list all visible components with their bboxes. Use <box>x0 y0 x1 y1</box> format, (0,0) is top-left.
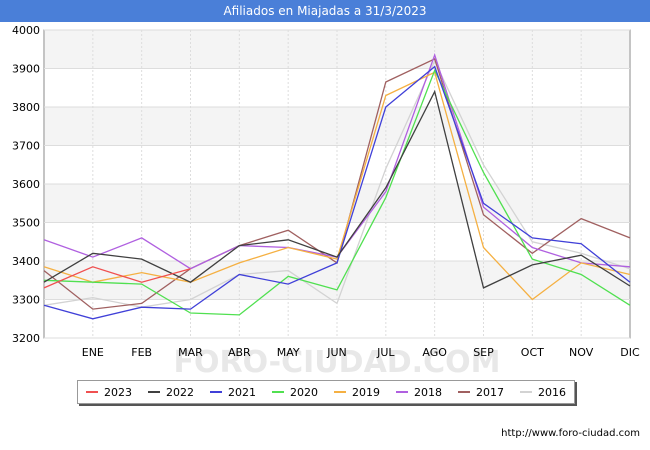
y-tick-label: 3600 <box>12 178 40 191</box>
x-tick-label: OCT <box>521 346 544 359</box>
footer-url: http://www.foro-ciudad.com <box>501 428 640 439</box>
y-tick-label: 4000 <box>12 24 40 37</box>
y-tick-label: 3400 <box>12 255 40 268</box>
legend-label: 2020 <box>290 385 318 399</box>
legend-swatch <box>272 391 284 393</box>
legend-item-2023: 2023 <box>86 386 132 399</box>
watermark: FORO-CIUDAD.COM <box>174 345 501 380</box>
legend-swatch <box>396 391 408 393</box>
legend: 2023 2022 2021 2020 2019 2018 2017 2016 <box>77 380 575 404</box>
series-line-2023 <box>43 266 191 289</box>
x-tick-label: FEB <box>131 346 152 359</box>
x-tick-label: MAY <box>277 346 300 359</box>
legend-label: 2022 <box>166 385 194 399</box>
x-tick-label: DIC <box>620 346 640 359</box>
y-tick-label: 3700 <box>12 140 40 153</box>
grid-bands <box>45 30 629 300</box>
legend-item-2022: 2022 <box>148 386 194 399</box>
x-tick-label: MAR <box>178 346 203 359</box>
legend-swatch <box>520 391 532 393</box>
x-tick-label: SEP <box>473 346 494 359</box>
y-axis-labels: 3200 3300 3400 3500 3600 3700 3800 3900 4000 <box>12 24 40 345</box>
x-tick-label: JUN <box>326 346 347 359</box>
legend-item-2021: 2021 <box>210 386 256 399</box>
chart-title: Afiliados en Miajadas a 31/3/2023 <box>0 0 650 22</box>
legend-label: 2023 <box>104 385 132 399</box>
legend-swatch <box>458 391 470 393</box>
legend-item-2016: 2016 <box>520 386 566 399</box>
x-axis-labels: ENE FEB MAR ABR MAY JUN JUL AGO SEP OCT NOV DIC <box>82 346 640 359</box>
series-line-2022 <box>43 89 631 289</box>
legend-swatch <box>334 391 346 393</box>
legend-label: 2018 <box>414 385 442 399</box>
x-tick-label: NOV <box>569 346 594 359</box>
legend-swatch <box>210 391 222 393</box>
x-tick-label: ENE <box>82 346 104 359</box>
y-tick-label: 3300 <box>12 294 40 307</box>
legend-label: 2019 <box>352 385 380 399</box>
x-tick-label: JUL <box>376 346 395 359</box>
legend-label: 2017 <box>476 385 504 399</box>
gridlines <box>44 29 630 339</box>
x-tick-label: AGO <box>422 346 447 359</box>
series-line-2019 <box>43 71 631 301</box>
legend-item-2020: 2020 <box>272 386 318 399</box>
y-tick-label: 3500 <box>12 217 40 230</box>
legend-item-2017: 2017 <box>458 386 504 399</box>
legend-swatch <box>148 391 160 393</box>
legend-label: 2016 <box>538 385 566 399</box>
legend-label: 2021 <box>228 385 256 399</box>
series-line-2020 <box>43 68 631 316</box>
y-tick-label: 3200 <box>12 332 40 345</box>
y-tick-label: 3800 <box>12 101 40 114</box>
series-lines <box>43 52 631 320</box>
legend-item-2018: 2018 <box>396 386 442 399</box>
legend-swatch <box>86 391 98 393</box>
series-line-2021 <box>43 65 631 320</box>
x-tick-label: ABR <box>228 346 251 359</box>
y-tick-label: 3900 <box>12 63 40 76</box>
legend-item-2019: 2019 <box>334 386 380 399</box>
